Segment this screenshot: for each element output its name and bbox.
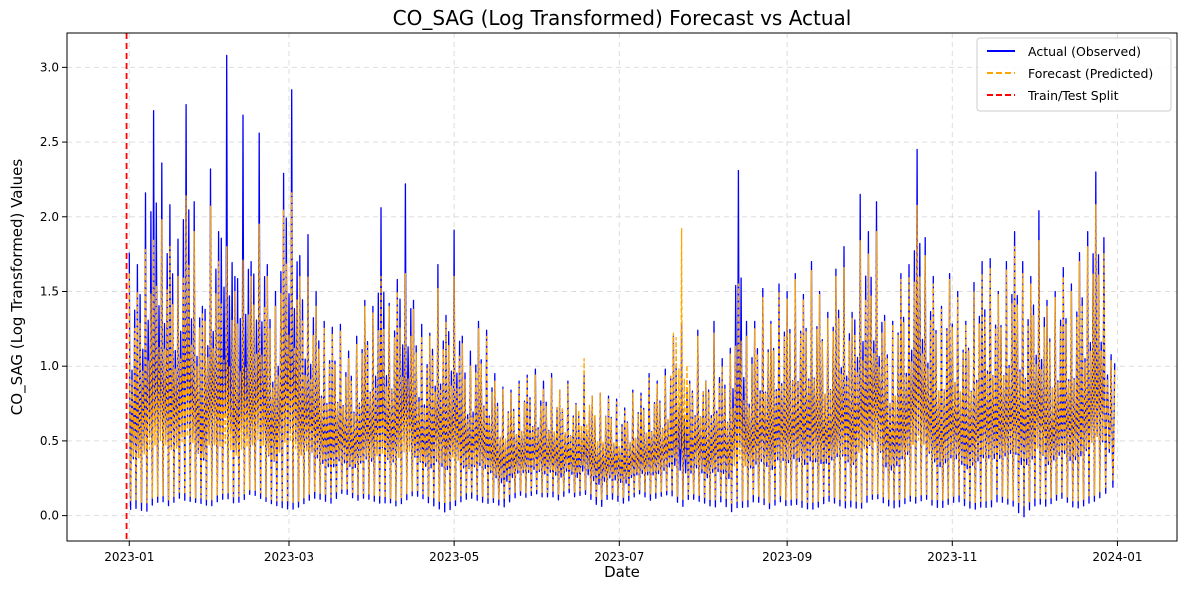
y-tick-label: 2.5 [40, 135, 59, 149]
x-axis-ticks: 2023-01 2023-03 2023-05 2023-07 2023-09 2023-… [104, 541, 1143, 564]
x-tick-label: 2023-03 [264, 550, 314, 564]
legend-label-forecast: Forecast (Predicted) [1028, 66, 1153, 81]
forecast-line [128, 192, 1116, 507]
y-tick-label: 2.0 [40, 210, 59, 224]
x-tick-label: 2024-01 [1092, 550, 1142, 564]
x-tick-label: 2023-05 [429, 550, 479, 564]
y-tick-label: 1.0 [40, 359, 59, 373]
y-tick-label: 0.5 [40, 434, 59, 448]
plot-frame [66, 32, 1178, 542]
legend-box [976, 37, 1172, 112]
x-tick-label: 2023-01 [104, 550, 154, 564]
legend-label-actual: Actual (Observed) [1028, 44, 1141, 59]
x-axis-label: Date [604, 563, 640, 581]
legend: Actual (Observed) Forecast (Predicted) T… [976, 37, 1172, 112]
plot-series [128, 54, 1116, 518]
y-tick-label: 1.5 [40, 284, 59, 298]
actual-line [128, 54, 1116, 518]
x-tick-label: 2023-09 [762, 550, 812, 564]
series-forecast-predicted [128, 192, 1116, 507]
x-tick-label: 2023-11 [927, 550, 977, 564]
x-tick-label: 2023-07 [594, 550, 644, 564]
legend-label-split: Train/Test Split [1027, 88, 1119, 103]
y-tick-label: 3.0 [40, 60, 59, 74]
y-tick-label: 0.0 [40, 509, 59, 523]
y-axis-ticks: 0.0 0.5 1.0 1.5 2.0 2.5 3.0 [40, 60, 67, 523]
chart-title: CO_SAG (Log Transformed) Forecast vs Act… [393, 6, 852, 30]
y-axis-label: CO_SAG (Log Transformed) Values [8, 159, 27, 416]
